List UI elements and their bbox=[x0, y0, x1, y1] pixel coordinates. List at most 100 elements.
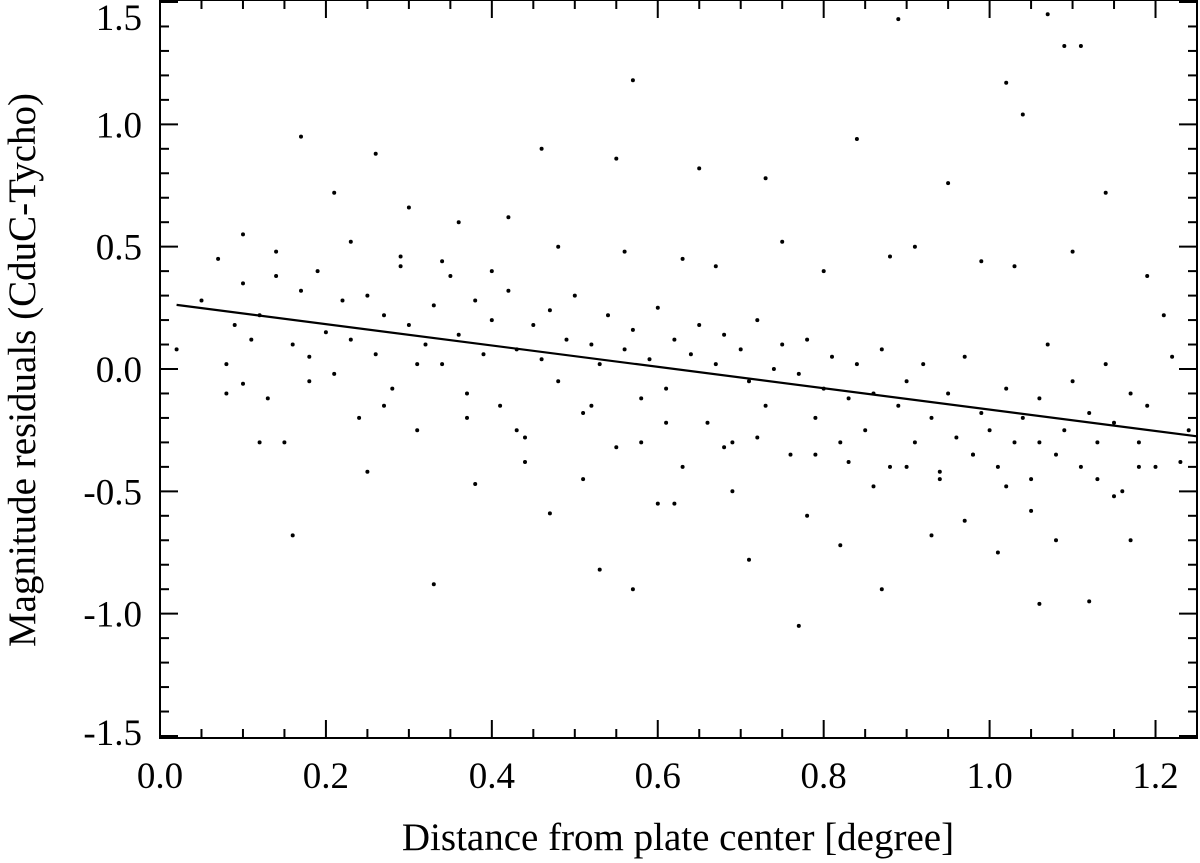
data-point bbox=[572, 293, 577, 298]
data-point bbox=[1087, 411, 1092, 415]
data-point bbox=[747, 557, 751, 562]
data-point bbox=[904, 379, 909, 384]
data-point bbox=[995, 550, 1000, 555]
data-point bbox=[664, 420, 669, 425]
data-point bbox=[348, 239, 353, 244]
data-point bbox=[912, 244, 917, 249]
data-point bbox=[805, 337, 810, 342]
data-point bbox=[755, 318, 760, 323]
data-point bbox=[232, 323, 237, 327]
data-point bbox=[780, 239, 785, 244]
data-point bbox=[1128, 391, 1133, 396]
data-point bbox=[1095, 477, 1100, 482]
data-point bbox=[249, 337, 254, 342]
data-point bbox=[390, 386, 395, 391]
data-point bbox=[697, 323, 702, 327]
data-point bbox=[382, 313, 386, 318]
data-point bbox=[1078, 464, 1083, 469]
data-point bbox=[547, 308, 552, 313]
data-point bbox=[1029, 508, 1034, 513]
data-point bbox=[1004, 484, 1009, 489]
data-point bbox=[274, 249, 279, 254]
y-axis-ticks: 1.5 1.0 0.5 0.0 -0.5 -1.0 -1.5 bbox=[83, 0, 1197, 754]
data-point bbox=[937, 477, 942, 482]
x-tick-label: 0.4 bbox=[469, 756, 515, 797]
data-point bbox=[274, 274, 279, 278]
data-point bbox=[1029, 477, 1034, 482]
data-point bbox=[398, 254, 403, 259]
data-point bbox=[465, 415, 469, 420]
data-point bbox=[606, 313, 610, 318]
data-point bbox=[382, 403, 386, 408]
data-point bbox=[788, 452, 793, 457]
x-tick-label: 0.8 bbox=[801, 756, 847, 797]
data-point bbox=[1045, 342, 1050, 347]
data-point bbox=[1103, 362, 1108, 367]
data-point bbox=[440, 362, 445, 367]
data-point bbox=[597, 567, 602, 572]
data-point bbox=[971, 452, 975, 457]
data-point bbox=[465, 391, 469, 396]
data-point bbox=[224, 391, 229, 396]
data-point bbox=[431, 303, 436, 308]
data-point bbox=[539, 357, 544, 362]
data-point bbox=[1103, 190, 1108, 195]
data-point bbox=[738, 347, 743, 352]
data-point bbox=[904, 464, 909, 469]
data-point bbox=[1012, 440, 1017, 445]
data-point bbox=[1145, 274, 1150, 278]
data-point bbox=[730, 489, 735, 494]
data-point bbox=[879, 347, 884, 352]
data-point bbox=[1178, 460, 1183, 464]
data-point bbox=[713, 264, 718, 269]
data-point bbox=[456, 332, 461, 337]
y-tick-label: 1.0 bbox=[96, 105, 142, 146]
data-point bbox=[473, 298, 478, 303]
data-point bbox=[299, 288, 303, 293]
data-point bbox=[730, 440, 735, 445]
data-point bbox=[680, 464, 685, 469]
data-point bbox=[896, 17, 901, 22]
data-point bbox=[813, 415, 818, 420]
data-point bbox=[1112, 420, 1116, 425]
data-point bbox=[630, 587, 635, 592]
data-point bbox=[1054, 538, 1058, 543]
data-point bbox=[614, 156, 619, 161]
data-point bbox=[589, 403, 594, 408]
x-tick-label: 0.6 bbox=[635, 756, 681, 797]
data-point bbox=[597, 362, 602, 367]
data-point bbox=[473, 482, 478, 486]
x-tick-label: 0.0 bbox=[137, 756, 183, 797]
data-point bbox=[315, 269, 320, 274]
data-point bbox=[705, 420, 710, 425]
data-point bbox=[713, 362, 718, 367]
data-point bbox=[1020, 112, 1025, 117]
data-point bbox=[539, 146, 544, 151]
data-point bbox=[1112, 494, 1116, 499]
data-point bbox=[780, 342, 785, 347]
data-point bbox=[813, 452, 818, 457]
data-point bbox=[448, 274, 453, 278]
data-point bbox=[1062, 428, 1067, 433]
data-point bbox=[323, 330, 328, 335]
data-point bbox=[987, 428, 992, 433]
data-point bbox=[796, 371, 801, 376]
data-point bbox=[564, 337, 569, 342]
data-point bbox=[830, 354, 834, 359]
data-point bbox=[871, 484, 876, 489]
data-point bbox=[1037, 396, 1042, 401]
data-point bbox=[332, 190, 337, 195]
data-point bbox=[722, 445, 727, 450]
data-point bbox=[265, 396, 270, 401]
data-point bbox=[398, 264, 403, 269]
data-point bbox=[406, 205, 411, 210]
data-point bbox=[1186, 428, 1191, 433]
x-tick-label: 0.2 bbox=[303, 756, 349, 797]
data-point bbox=[747, 379, 751, 384]
data-point bbox=[896, 403, 901, 408]
data-point bbox=[771, 367, 776, 371]
data-point bbox=[1037, 440, 1042, 445]
data-point bbox=[489, 269, 494, 274]
data-point bbox=[1020, 415, 1025, 420]
data-point bbox=[912, 440, 917, 445]
